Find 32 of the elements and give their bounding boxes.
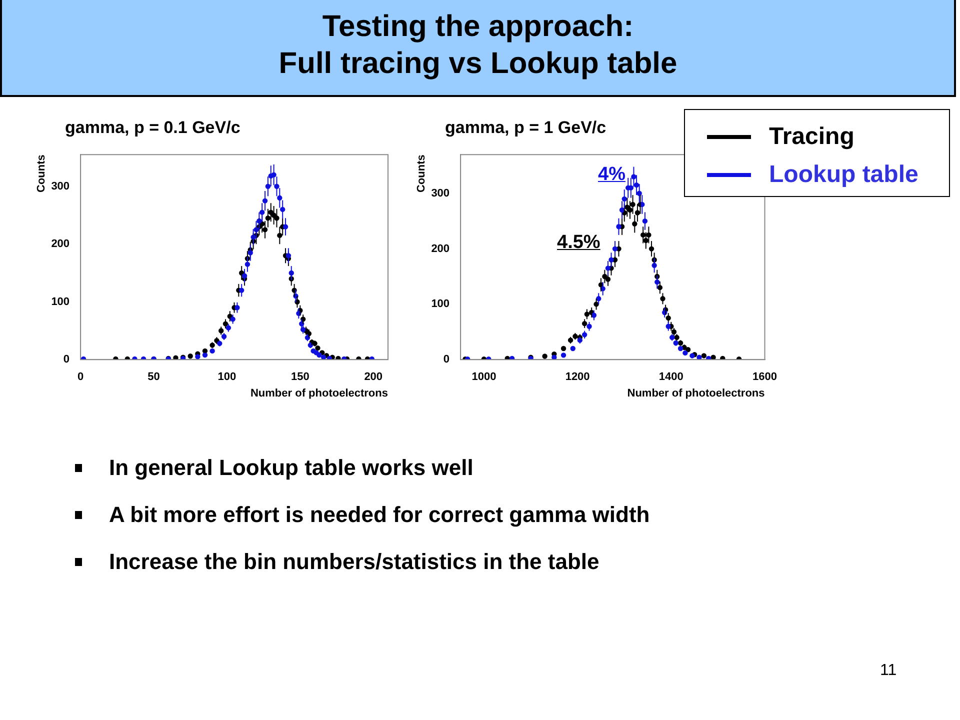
text: A bit more effort is needed for correct gamma width xyxy=(109,502,650,528)
x-tick-label: 100 xyxy=(218,371,236,384)
x-tick-label: 1000 xyxy=(472,371,496,384)
y-axis-title: Counts xyxy=(416,154,428,192)
y-tick-label: 100 xyxy=(431,298,450,310)
x-tick-label: 0 xyxy=(77,371,84,384)
x-axis-title: Number of photoelectrons xyxy=(627,387,765,400)
x-tick-label: 1200 xyxy=(565,371,590,384)
y-axis-title: Counts xyxy=(36,154,48,192)
y-tick-label: 300 xyxy=(51,180,70,192)
chart-title: gamma, p = 1 GeV/c xyxy=(445,118,606,138)
annotation: 4% xyxy=(598,164,626,186)
x-tick-label: 50 xyxy=(148,371,160,384)
annotation: 4.5% xyxy=(557,232,600,254)
chart-title: gamma, p = 0.1 GeV/c xyxy=(65,118,240,138)
text: In general Lookup table works well xyxy=(109,455,474,481)
y-tick-label: 200 xyxy=(431,242,450,255)
legend-label: Tracing xyxy=(769,123,854,151)
x-tick-label: 1600 xyxy=(752,371,778,384)
y-tick-label: 100 xyxy=(51,296,70,308)
y-tick-label: 300 xyxy=(431,187,450,200)
x-tick-label: 150 xyxy=(290,371,310,384)
text: Increase the bin numbers/statistics in the table xyxy=(109,549,600,575)
y-tick-label: 0 xyxy=(443,354,450,366)
x-tick-label: 1400 xyxy=(658,371,684,384)
y-tick-label: 200 xyxy=(51,238,70,250)
text: Testing the approach: Full tracing vs Lookup table xyxy=(0,0,956,97)
x-tick-label: 200 xyxy=(364,371,383,384)
legend-label: Lookup table xyxy=(769,161,918,189)
text: 11 xyxy=(880,662,897,680)
y-tick-label: 0 xyxy=(63,354,70,366)
x-axis-title: Number of photoelectrons xyxy=(250,387,388,400)
